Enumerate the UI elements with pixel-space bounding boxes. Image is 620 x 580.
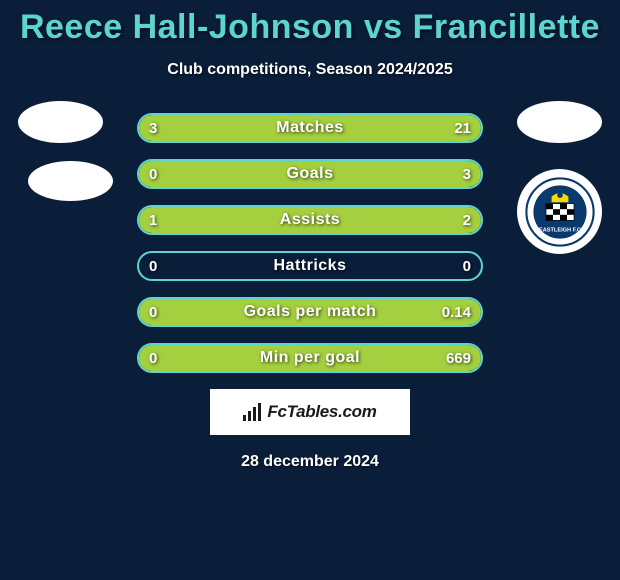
stat-label: Goals per match xyxy=(139,299,481,325)
snapshot-date: 28 december 2024 xyxy=(0,453,620,471)
club-crest-icon: EASTLEIGH F.C xyxy=(525,177,595,247)
logo-text: FcTables.com xyxy=(267,402,376,422)
stat-row: 00.14Goals per match xyxy=(137,297,483,327)
fctables-logo: FcTables.com xyxy=(210,389,410,435)
bar-chart-icon xyxy=(243,403,263,421)
comparison-title: Reece Hall-Johnson vs Francillette xyxy=(0,0,620,47)
stat-row: 321Matches xyxy=(137,113,483,143)
stat-label: Goals xyxy=(139,161,481,187)
stat-label: Assists xyxy=(139,207,481,233)
chart-area: EASTLEIGH F.C 321Matches 03Goals 12Assists… xyxy=(0,113,620,373)
player2-badge-2: EASTLEIGH F.C xyxy=(517,169,602,254)
svg-text:EASTLEIGH F.C: EASTLEIGH F.C xyxy=(539,227,581,233)
stat-row: 00Hattricks xyxy=(137,251,483,281)
stat-label: Matches xyxy=(139,115,481,141)
stat-label: Min per goal xyxy=(139,345,481,371)
stats-bars: 321Matches 03Goals 12Assists 00Hattricks 00.… xyxy=(137,113,483,373)
stat-row: 0669Min per goal xyxy=(137,343,483,373)
stat-row: 12Assists xyxy=(137,205,483,235)
stat-label: Hattricks xyxy=(139,253,481,279)
comparison-subtitle: Club competitions, Season 2024/2025 xyxy=(0,61,620,79)
player1-badge-1 xyxy=(18,101,103,143)
player1-badge-2 xyxy=(28,161,113,201)
player2-badge-1 xyxy=(517,101,602,143)
stat-row: 03Goals xyxy=(137,159,483,189)
